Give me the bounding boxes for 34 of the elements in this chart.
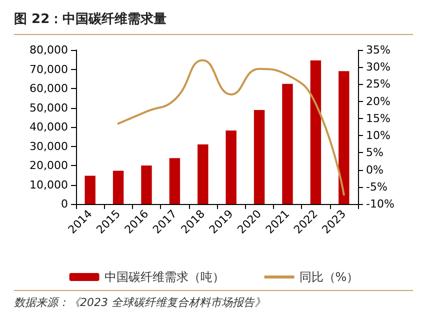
y-tick-label: 10,000 [30, 178, 68, 192]
y2-tick-label: 30% [366, 60, 390, 74]
line-series [117, 59, 345, 196]
source-note: 数据来源：《2023 全球碳纤维复合材料市场报告》 [14, 295, 266, 310]
y2-tick-label: 10% [366, 129, 390, 142]
y-tick-label: 60,000 [30, 82, 68, 95]
bar [141, 166, 152, 204]
y-tick-label: 80,000 [30, 44, 68, 56]
y-tick-label: 70,000 [30, 62, 68, 76]
y-tick-label: 40,000 [30, 120, 68, 134]
legend-label: 同比（%） [299, 270, 359, 284]
bar [254, 110, 265, 204]
y2-tick-label: 25% [366, 78, 390, 91]
bar [338, 71, 350, 204]
y-tick-label: 50,000 [30, 101, 68, 114]
chart-title: 图 22：中国碳纤维需求量 [14, 10, 167, 28]
bar [310, 60, 322, 204]
y2-tick-label: 35% [366, 44, 390, 56]
bar [169, 158, 180, 204]
y2-tick-label: 15% [366, 112, 390, 125]
y2-tick-label: 5% [366, 146, 384, 160]
y2-tick-label: -10% [366, 198, 394, 210]
bar [226, 130, 236, 204]
y2-tick-label: -5% [366, 180, 388, 194]
y-tick-label: 0 [61, 198, 68, 210]
y-tick-label: 30,000 [30, 140, 68, 153]
bar [112, 170, 124, 204]
bar [84, 176, 96, 204]
y-tick-label: 20,000 [30, 159, 68, 172]
legend-label: 中国碳纤维需求（吨） [104, 270, 224, 284]
y2-tick-label: 20% [366, 94, 390, 108]
y2-tick-label: 0% [366, 163, 384, 176]
bar [282, 84, 293, 204]
bar [198, 144, 208, 204]
